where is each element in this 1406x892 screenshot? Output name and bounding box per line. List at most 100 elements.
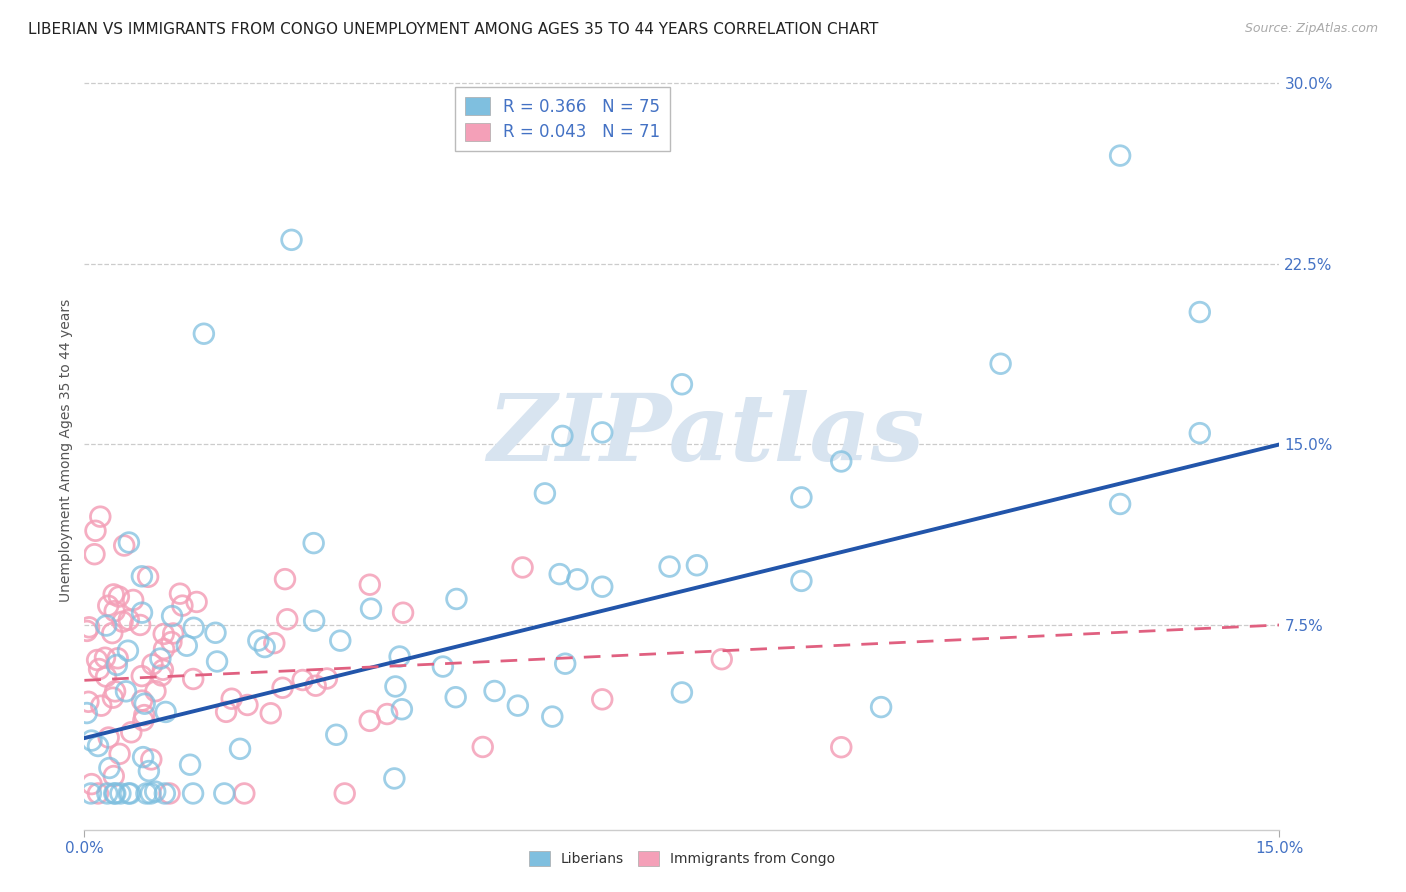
Point [291,673,314,687]
Point [204,625,226,640]
Point [186,595,208,609]
Point [329,633,352,648]
Text: ZIPatlas: ZIPatlas [488,391,924,480]
Point [333,787,356,801]
Point [131,693,153,707]
Point [214,787,236,801]
Point [471,739,494,754]
Point [551,429,574,443]
Point [1188,305,1211,319]
Point [80,777,103,791]
Point [305,679,328,693]
Point [280,233,302,247]
Point [153,642,176,657]
Point [176,639,198,653]
Point [108,590,131,604]
Point [87,739,110,753]
Point [139,787,162,801]
Point [104,604,127,618]
Point [591,425,613,440]
Point [135,787,157,801]
Point [534,486,557,500]
Point [160,609,183,624]
Point [790,491,813,505]
Point [360,601,382,615]
Point [143,784,166,798]
Point [162,626,184,640]
Point [325,728,347,742]
Point [1188,426,1211,441]
Point [80,787,103,801]
Point [484,684,506,698]
Point [274,572,297,586]
Point [76,624,98,638]
Point [870,700,893,714]
Point [205,655,228,669]
Point [131,606,153,620]
Point [229,741,252,756]
Point [359,577,381,591]
Point [432,659,454,673]
Point [215,705,238,719]
Point [86,653,108,667]
Point [155,705,177,719]
Point [221,691,243,706]
Point [96,787,118,801]
Point [253,640,276,654]
Point [132,750,155,764]
Point [84,524,107,538]
Point [181,672,204,686]
Point [152,627,174,641]
Y-axis label: Unemployment Among Ages 35 to 44 years: Unemployment Among Ages 35 to 44 years [59,299,73,602]
Point [671,377,693,392]
Point [97,731,120,745]
Point [90,698,112,713]
Point [77,695,100,709]
Point [101,626,124,640]
Point [152,663,174,677]
Point [506,698,529,713]
Point [96,618,118,632]
Point [591,580,613,594]
Point [302,536,325,550]
Point [118,613,141,627]
Point [103,769,125,783]
Point [120,725,142,739]
Point [89,509,111,524]
Point [87,662,110,676]
Point [990,357,1012,371]
Point [150,668,173,682]
Point [107,651,129,665]
Point [263,636,285,650]
Point [446,591,468,606]
Point [302,614,325,628]
Point [392,606,415,620]
Point [591,692,613,706]
Point [710,652,733,666]
Point [136,570,159,584]
Point [103,787,125,801]
Point [117,643,139,657]
Point [141,752,163,766]
Text: Source: ZipAtlas.com: Source: ZipAtlas.com [1244,22,1378,36]
Point [193,326,215,341]
Point [132,714,155,728]
Point [98,761,121,775]
Point [105,657,128,672]
Point [1109,497,1132,511]
Point [108,747,131,761]
Point [103,587,125,601]
Point [567,572,589,586]
Point [120,787,142,801]
Text: LIBERIAN VS IMMIGRANTS FROM CONGO UNEMPLOYMENT AMONG AGES 35 TO 44 YEARS CORRELA: LIBERIAN VS IMMIGRANTS FROM CONGO UNEMPL… [28,22,879,37]
Point [80,733,103,747]
Point [138,764,160,778]
Point [129,618,152,632]
Point [790,574,813,588]
Point [115,684,138,698]
Point [141,657,163,672]
Point [541,709,564,723]
Point [236,698,259,712]
Point [388,649,411,664]
Point [233,787,256,801]
